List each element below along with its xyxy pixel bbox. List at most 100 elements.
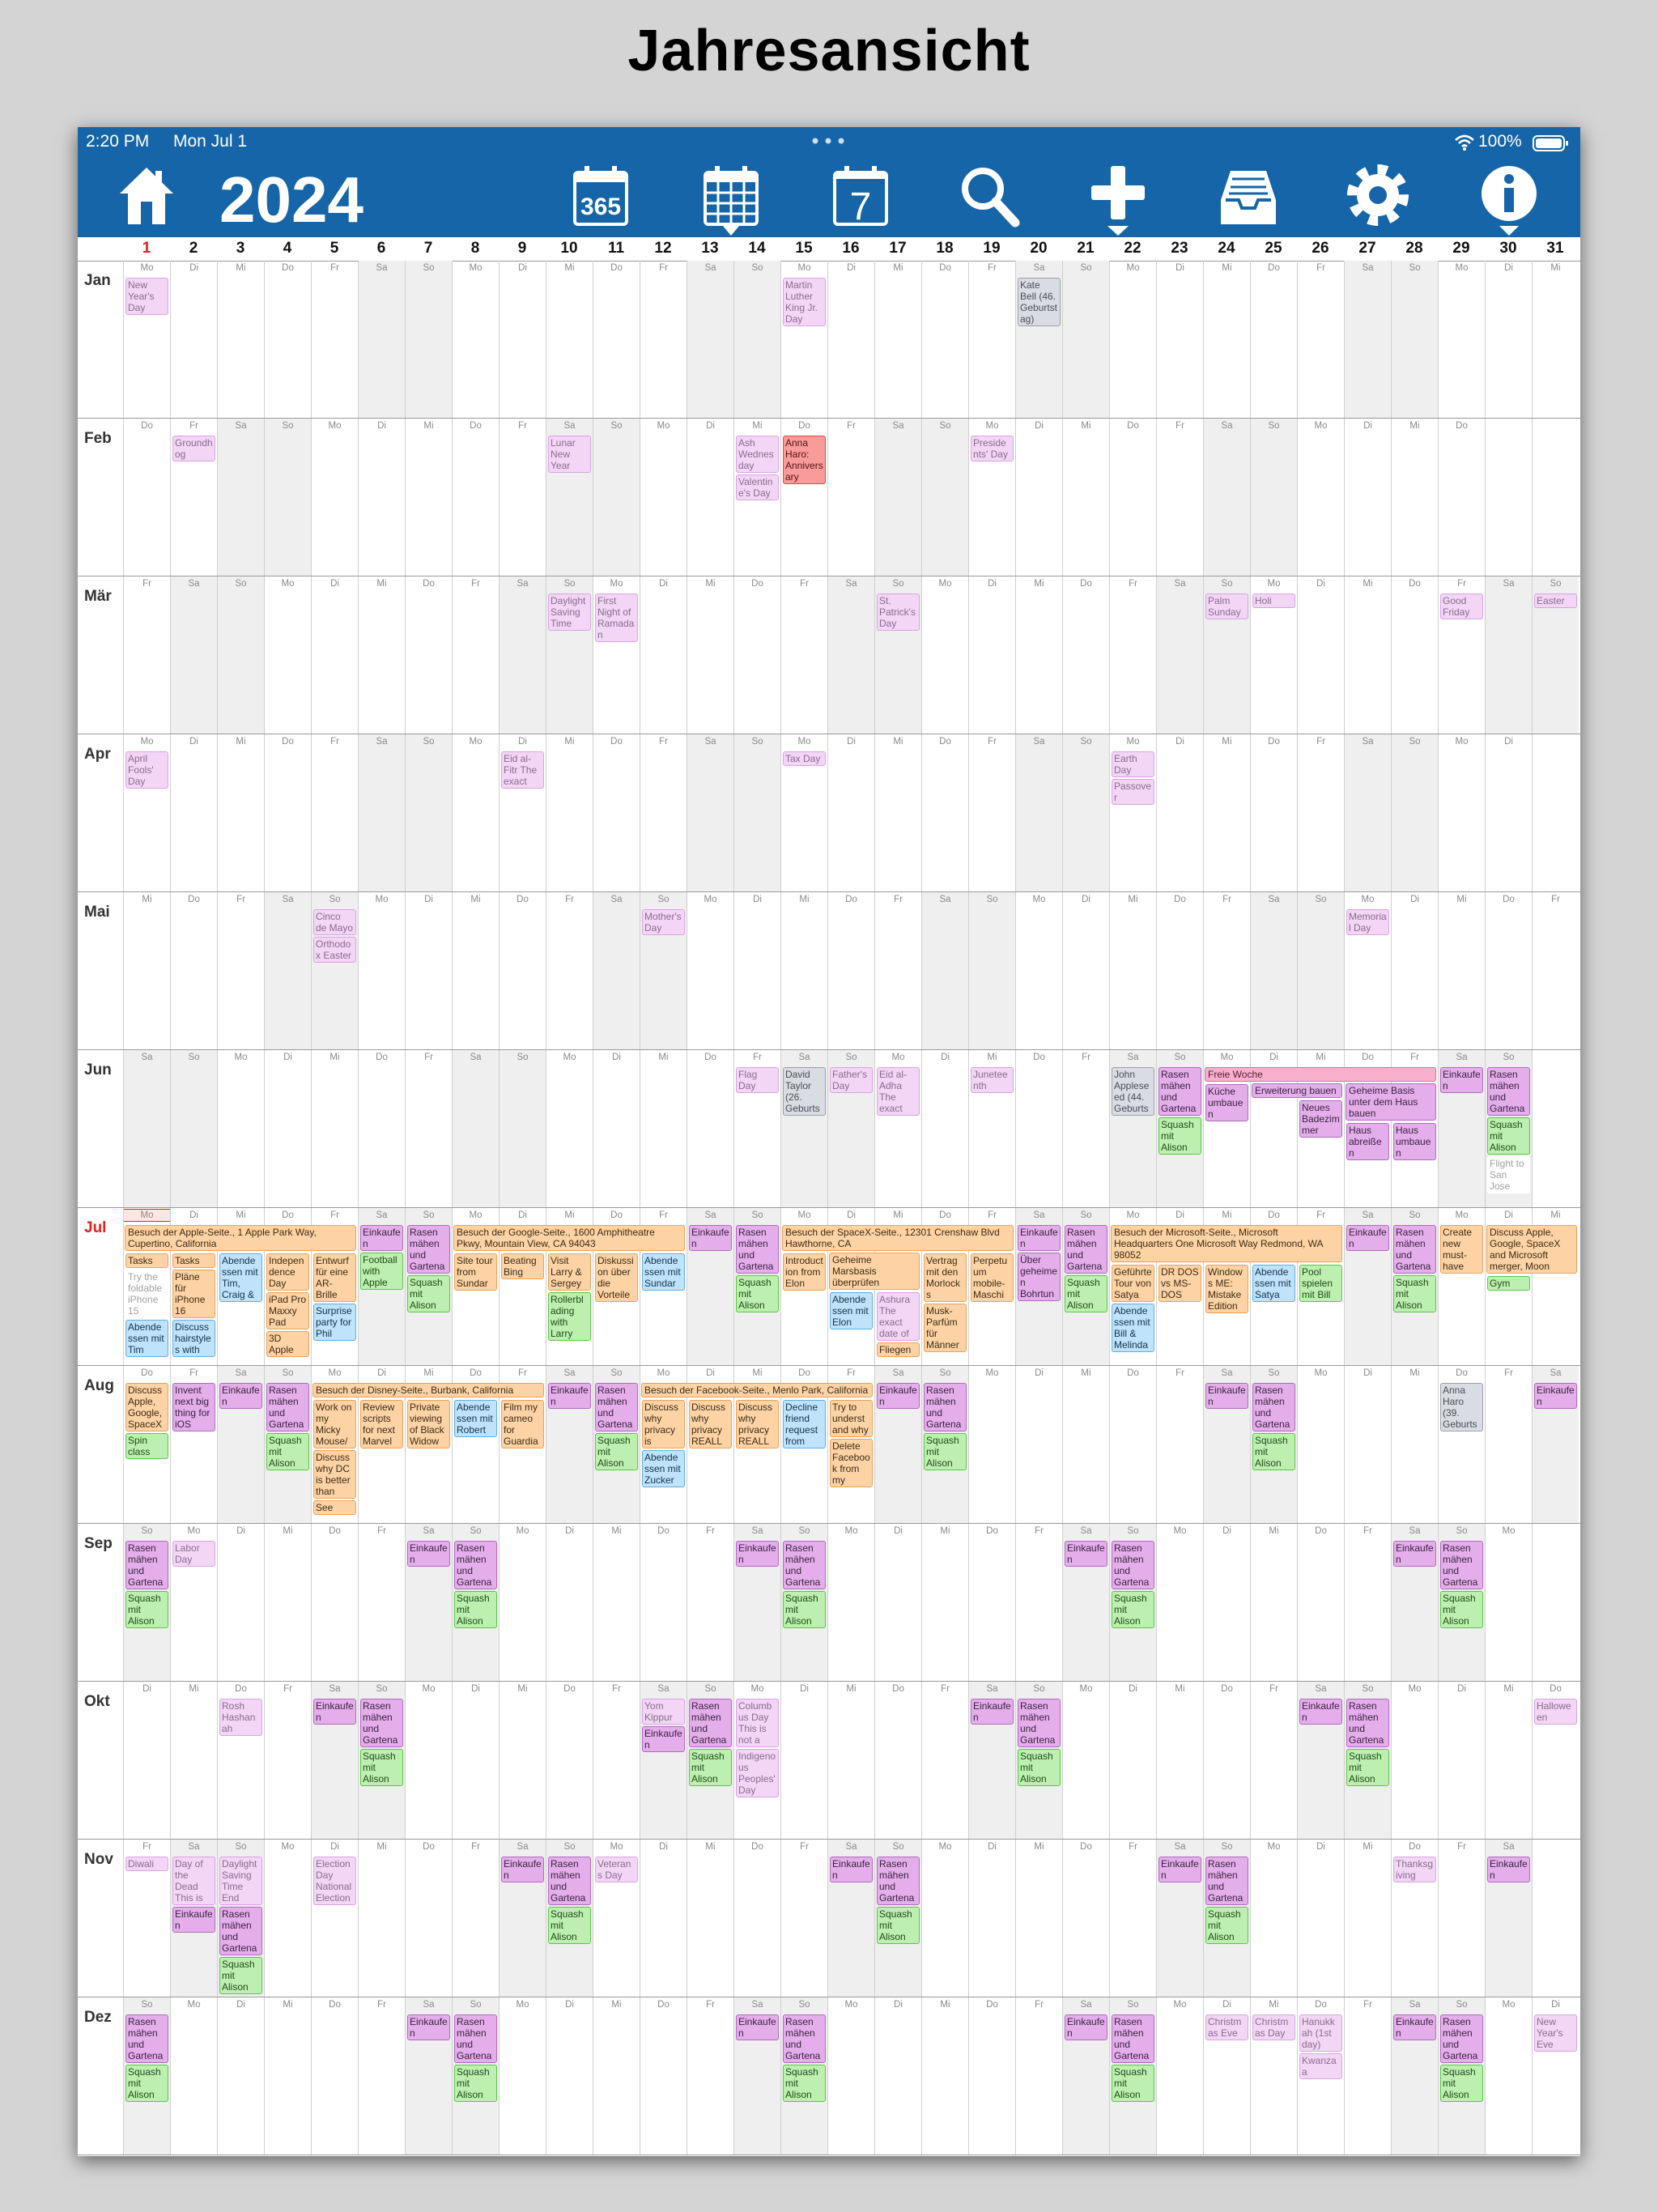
- event[interactable]: Abendessen mit Tim, Craig &: [219, 1253, 262, 1302]
- event[interactable]: Surprise party for Phil: [313, 1304, 356, 1341]
- event-banner[interactable]: Besuch der Apple-Seite., 1 Apple Park Wa…: [125, 1225, 356, 1251]
- event[interactable]: Squash mit Alison: [783, 2065, 826, 2102]
- event[interactable]: Ashura The exact date of: [877, 1292, 920, 1341]
- event[interactable]: Election Day National Election: [313, 1857, 356, 1905]
- event[interactable]: Rasen mähen und Gartena: [266, 1383, 309, 1431]
- event[interactable]: Rasen mähen und Gartena: [1158, 1067, 1201, 1116]
- event[interactable]: Juneteenth: [971, 1067, 1014, 1093]
- event[interactable]: See: [313, 1500, 356, 1515]
- event[interactable]: Rasen mähen und Gartena: [783, 2014, 826, 2063]
- event[interactable]: Anna Haro (39. Geburts: [1440, 1383, 1483, 1431]
- event[interactable]: New Year's Eve: [1534, 2014, 1577, 2052]
- event[interactable]: Easter: [1534, 593, 1577, 608]
- event[interactable]: Rasen mähen und Gartena: [783, 1541, 826, 1589]
- event-banner[interactable]: Erweiterung bauen: [1252, 1083, 1342, 1098]
- event[interactable]: Rollerblading with Larry: [548, 1292, 591, 1341]
- event[interactable]: Rasen mähen und Gartena: [736, 1225, 779, 1274]
- event[interactable]: Einkaufen: [736, 2014, 779, 2040]
- event[interactable]: Einkaufen: [548, 1383, 591, 1409]
- inbox-button[interactable]: [1221, 171, 1276, 224]
- event[interactable]: Thanksgiving: [1393, 1857, 1436, 1882]
- event[interactable]: Rasen mähen und Gartena: [125, 1541, 168, 1589]
- add-button[interactable]: [1091, 166, 1145, 236]
- event[interactable]: Einkaufen: [360, 1225, 403, 1251]
- event[interactable]: Visit Larry & Sergey: [548, 1253, 591, 1291]
- event[interactable]: Einkaufen: [1346, 1225, 1389, 1251]
- event[interactable]: Squash mit Alison: [1018, 1749, 1061, 1786]
- event[interactable]: Squash mit Alison: [1112, 2065, 1154, 2102]
- event-banner[interactable]: Geheime Marsbasis überprüfen: [829, 1253, 920, 1290]
- event[interactable]: Squash mit Alison: [1346, 1749, 1389, 1786]
- event[interactable]: Squash mit Alison: [360, 1749, 403, 1786]
- event[interactable]: Introduction from Elon: [783, 1253, 826, 1291]
- event[interactable]: Lunar New Year: [548, 436, 591, 473]
- event[interactable]: Orthodox Easter: [313, 937, 356, 963]
- event-banner[interactable]: Besuch der Google-Seite., 1600 Amphithea…: [453, 1225, 685, 1251]
- event[interactable]: Valentine's Day: [736, 474, 779, 500]
- event[interactable]: Küche umbauen: [1205, 1084, 1248, 1121]
- event[interactable]: Tasks: [125, 1253, 168, 1268]
- info-button[interactable]: [1482, 166, 1537, 236]
- event[interactable]: Squash mit Alison: [548, 1907, 591, 1944]
- event[interactable]: Haus abreißen: [1346, 1123, 1389, 1160]
- event[interactable]: Flag Day: [736, 1067, 779, 1093]
- event[interactable]: Einkaufen: [1158, 1857, 1201, 1882]
- event[interactable]: Squash mit Alison: [125, 2065, 168, 2102]
- event[interactable]: Rasen mähen und Gartena: [125, 2014, 168, 2063]
- event[interactable]: Palm Sunday: [1205, 593, 1248, 619]
- event[interactable]: iPad Pro Maxxy Pad: [266, 1292, 309, 1329]
- event[interactable]: Site tour from Sundar: [454, 1253, 497, 1291]
- event[interactable]: Einkaufen: [1393, 1541, 1436, 1567]
- event[interactable]: Squash mit Alison: [266, 1433, 309, 1470]
- event[interactable]: Squash mit Alison: [924, 1433, 967, 1470]
- event[interactable]: Day of the Dead This is: [172, 1857, 215, 1905]
- search-button[interactable]: [962, 168, 1020, 228]
- event[interactable]: Passover: [1112, 779, 1154, 805]
- event[interactable]: Einkaufen: [172, 1907, 215, 1933]
- event[interactable]: Diwali: [125, 1857, 168, 1871]
- event[interactable]: Einkaufen: [1065, 2014, 1107, 2040]
- event[interactable]: Einkaufen: [407, 2014, 450, 2040]
- event[interactable]: Neues Badezimmer: [1299, 1100, 1342, 1138]
- event[interactable]: Squash mit Alison: [125, 1591, 168, 1628]
- event[interactable]: Good Friday: [1440, 593, 1483, 619]
- event[interactable]: Einkaufen: [642, 1726, 685, 1752]
- event[interactable]: Halloween: [1534, 1699, 1577, 1725]
- event[interactable]: Squash mit Alison: [1158, 1117, 1201, 1155]
- event[interactable]: Einkaufen: [219, 1383, 262, 1409]
- event[interactable]: Rasen mähen und Gartena: [1346, 1699, 1389, 1747]
- event[interactable]: Fliegen: [877, 1342, 920, 1357]
- event[interactable]: Squash mit Alison: [219, 1957, 262, 1994]
- event[interactable]: Veterans Day: [595, 1857, 638, 1882]
- event-banner[interactable]: Discuss Apple, Google, SpaceX and Micros…: [1486, 1225, 1577, 1274]
- event[interactable]: Squash mit Alison: [1393, 1275, 1436, 1312]
- event[interactable]: Einkaufen: [1440, 1067, 1483, 1093]
- event[interactable]: Discuss why DC is better than: [313, 1450, 356, 1499]
- event[interactable]: Martin Luther King Jr. Day: [783, 278, 826, 326]
- event[interactable]: Squash mit Alison: [1112, 1591, 1154, 1628]
- event[interactable]: Rasen mähen und Gartena: [548, 1857, 591, 1905]
- event[interactable]: Rasen mähen und Gartena: [1252, 1383, 1295, 1431]
- settings-button[interactable]: [1347, 164, 1409, 226]
- event[interactable]: Memorial Day: [1346, 909, 1389, 935]
- event[interactable]: Rasen mähen und Gartena: [360, 1699, 403, 1747]
- multitask-dots[interactable]: [810, 137, 846, 145]
- event[interactable]: Einkaufen: [877, 1383, 920, 1409]
- event[interactable]: Vertrag mit den Morlocks: [924, 1253, 967, 1302]
- event[interactable]: Rasen mähen und Gartena: [1205, 1857, 1248, 1905]
- event[interactable]: Abendessen mit Sundar: [642, 1253, 685, 1291]
- event[interactable]: Holi: [1252, 593, 1295, 608]
- event[interactable]: Squash mit Alison: [689, 1749, 732, 1786]
- event[interactable]: Private viewing of Black Widow: [407, 1400, 450, 1448]
- event[interactable]: Hanukkah (1st day): [1299, 2014, 1342, 2052]
- event[interactable]: Musk-Parfüm für Männer: [924, 1304, 967, 1352]
- event[interactable]: Einkaufen: [1299, 1699, 1342, 1725]
- event[interactable]: Rosh Hashanah: [219, 1699, 262, 1736]
- event[interactable]: Anna Haro: Anniversary: [783, 436, 826, 484]
- event[interactable]: Squash mit Alison: [595, 1433, 638, 1470]
- event[interactable]: New Year's Day: [125, 278, 168, 315]
- event[interactable]: Groundhog: [172, 436, 215, 462]
- event[interactable]: Einkaufen: [971, 1699, 1014, 1725]
- event[interactable]: Tax Day: [783, 751, 826, 766]
- event[interactable]: Einkaufen: [501, 1857, 544, 1882]
